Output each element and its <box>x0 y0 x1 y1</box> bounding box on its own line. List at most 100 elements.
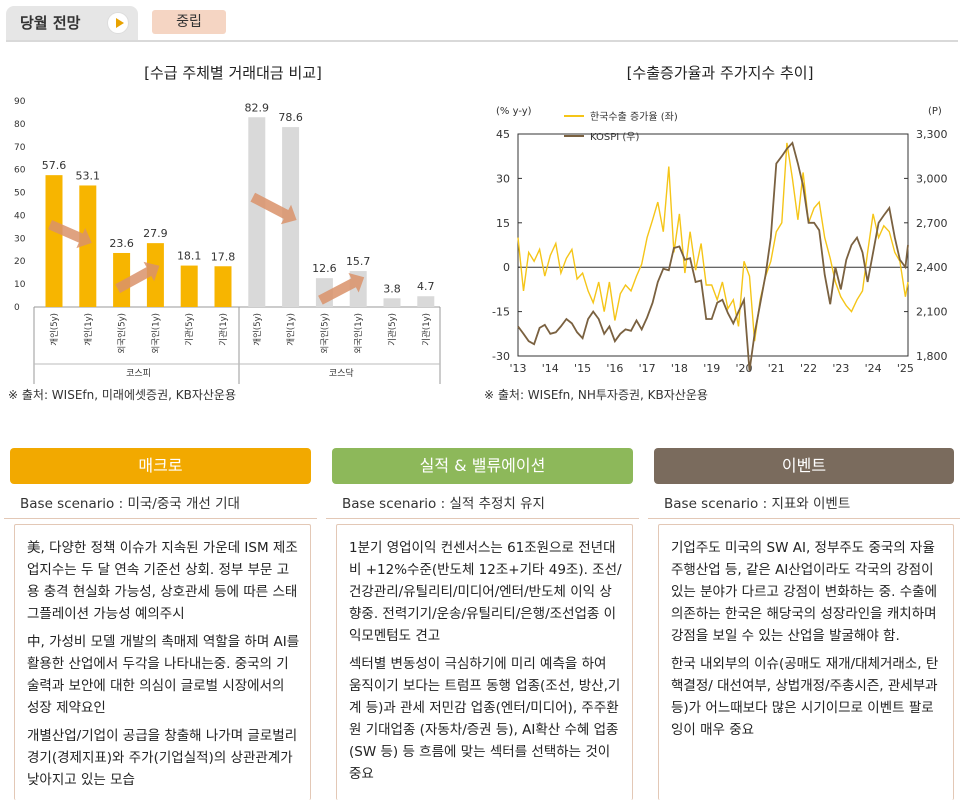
y-tick-label-right: 1,800 <box>916 350 948 363</box>
trend-arrow <box>318 273 365 305</box>
data-label: 82.9 <box>245 101 270 114</box>
data-label: 53.1 <box>76 169 101 182</box>
header-divider <box>6 40 958 42</box>
bar <box>214 266 232 307</box>
macro-scenario: Base scenario : 미국/중국 개선 기대 <box>20 496 240 512</box>
y-tick-label: 60 <box>14 166 26 176</box>
y-tick-label-left: 30 <box>496 172 510 185</box>
right-chart-source: ※ 출처: WISEfn, NH투자증권, KB자산운용 <box>484 388 708 402</box>
play-icon[interactable] <box>107 12 129 34</box>
event-box: 이벤트 Base scenario : 지표와 이벤트 기업주도 미국의 SW … <box>648 438 960 800</box>
y-tick-label-left: -15 <box>492 306 510 319</box>
data-label: 15.7 <box>346 255 371 268</box>
trend-arrow <box>250 192 297 225</box>
x-tick-label: '25 <box>897 362 914 375</box>
y-tick-label: 10 <box>14 280 26 290</box>
y-axis-label-left: (% y-y) <box>496 106 532 117</box>
bar-chart: 0 10 20 30 40 50 60 70 80 90 57.6 개인(5y) 53.1 개인(1y) 2… <box>14 97 441 384</box>
x-tick-label: '22 <box>800 362 817 375</box>
x-tick-label: 개인(1y) <box>83 313 94 346</box>
x-tick-label: 외국인(5y) <box>117 313 128 354</box>
bar <box>113 252 131 307</box>
x-tick-label: 기관(5y) <box>387 313 398 346</box>
y-tick-label-right: 2,400 <box>916 261 948 274</box>
data-label: 17.8 <box>211 250 236 263</box>
earnings-paragraph: 1분기 영업이익 컨센서스는 61조원으로 전년대비 +12%수준(반도체 12… <box>349 540 622 644</box>
group-label: 코스피 <box>126 368 151 379</box>
left-chart-title: [수급 주체별 거래대금 비교] <box>144 64 322 82</box>
trend-arrow <box>115 261 160 294</box>
y-tick-label-left: 15 <box>496 217 510 230</box>
y-tick-label: 80 <box>14 120 26 130</box>
data-label: 12.6 <box>312 262 337 275</box>
data-label: 3.8 <box>383 282 401 295</box>
group-label: 코스닥 <box>329 368 354 379</box>
earnings-body: 1분기 영업이익 컨센서스는 61조원으로 전년대비 +12%수준(반도체 12… <box>336 524 633 800</box>
event-paragraph: 한국 내외부의 이슈(공매도 재개/대체거래소, 탄핵결정/ 대선여부, 상법개… <box>671 656 939 738</box>
macro-paragraph: 中, 가성비 모델 개발의 촉매제 역할을 하며 AI를 활용한 산업에서 두각… <box>27 634 300 716</box>
x-tick-label: 기관(5y) <box>184 313 195 346</box>
earnings-paragraph: 섹터별 변동성이 극심하기에 미리 예측을 하여 움직이기 보다는 트럼프 동행… <box>349 656 621 782</box>
header: 당월 전망 중립 <box>0 0 966 44</box>
y-tick-label-right: 2,100 <box>916 306 948 319</box>
y-tick-label-right: 2,700 <box>916 217 948 230</box>
data-label: 78.6 <box>278 111 303 124</box>
y-tick-label-right: 3,300 <box>916 128 948 141</box>
x-tick-label: 개인(1y) <box>286 313 297 346</box>
x-tick-label: '14 <box>542 362 559 375</box>
y-tick-label: 70 <box>14 143 26 153</box>
x-tick-label: 기관(1y) <box>421 313 432 346</box>
x-tick-label: 개인(5y) <box>252 313 263 346</box>
x-tick-label: 기관(1y) <box>218 313 229 346</box>
line-chart: (% y-y) (P) -30 -15 0 15 30 45 1,800 2,100 2,400 2,… <box>492 106 948 375</box>
data-label: 57.6 <box>42 159 67 172</box>
plot-frame <box>517 133 909 357</box>
right-chart-title: [수출증가율과 주가지수 추이] <box>626 64 814 82</box>
y-tick-label: 50 <box>14 189 26 199</box>
y-axis-label-right: (P) <box>928 106 942 117</box>
x-tick-label: 외국인(1y) <box>353 313 364 354</box>
y-tick-label: 40 <box>14 211 26 221</box>
event-paragraph: 기업주도 미국의 SW AI, 정부주도 중국의 자율주행산업 등, 같은 AI… <box>671 540 938 644</box>
bar <box>417 296 435 307</box>
left-chart-source: ※ 출처: WISEfn, 미래에셋증권, KB자산운용 <box>8 388 237 402</box>
x-tick-label: '24 <box>865 362 882 375</box>
x-tick-label: 외국인(5y) <box>319 313 330 354</box>
left-chart-panel: [수급 주체별 거래대금 비교] 0 10 20 30 40 50 60 70 80 90 57.6… <box>0 44 466 412</box>
event-body: 기업주도 미국의 SW AI, 정부주도 중국의 자율주행산업 등, 같은 AI… <box>658 524 954 800</box>
export-growth-line <box>517 142 909 342</box>
x-tick-label: 외국인(1y) <box>150 313 161 354</box>
kospi-line <box>517 141 909 371</box>
data-label: 4.7 <box>417 280 435 293</box>
y-tick-label-left: 0 <box>503 261 510 274</box>
x-tick-label: '13 <box>509 362 526 375</box>
legend-label: 한국수출 증가율 (좌) <box>590 111 678 123</box>
x-tick-label: '15 <box>574 362 591 375</box>
y-tick-label: 90 <box>14 97 26 107</box>
data-label: 27.9 <box>143 227 168 240</box>
y-tick-label: 20 <box>14 257 26 267</box>
page-title: 당월 전망 <box>20 14 81 32</box>
event-scenario: Base scenario : 지표와 이벤트 <box>664 496 851 512</box>
data-label: 18.1 <box>177 250 202 263</box>
macro-heading: 매크로 <box>10 448 311 484</box>
right-chart-panel: [수출증가율과 주가지수 추이] (% y-y) (P) -30 -15 0 15 30 45… <box>480 44 966 412</box>
x-tick-label: '23 <box>832 362 849 375</box>
earnings-heading: 실적 & 밸류에이션 <box>332 448 633 484</box>
earnings-box: 실적 & 밸류에이션 Base scenario : 실적 추정치 유지 1분기… <box>326 438 639 800</box>
x-tick-label: '18 <box>671 362 688 375</box>
bar <box>248 117 266 307</box>
x-tick-label: '19 <box>703 362 720 375</box>
bar <box>79 185 97 307</box>
bar <box>383 298 401 307</box>
data-label: 23.6 <box>109 237 134 250</box>
y-tick-label-left: 45 <box>496 128 510 141</box>
x-tick-label: 개인(5y) <box>49 313 60 346</box>
bar <box>180 265 198 307</box>
y-tick-label: 0 <box>14 303 20 313</box>
x-tick-label: '17 <box>639 362 656 375</box>
y-tick-label-right: 3,000 <box>916 172 948 185</box>
bar <box>45 175 63 307</box>
earnings-scenario: Base scenario : 실적 추정치 유지 <box>342 496 545 512</box>
macro-box: 매크로 Base scenario : 미국/중국 개선 기대 美, 다양한 정… <box>4 438 317 800</box>
